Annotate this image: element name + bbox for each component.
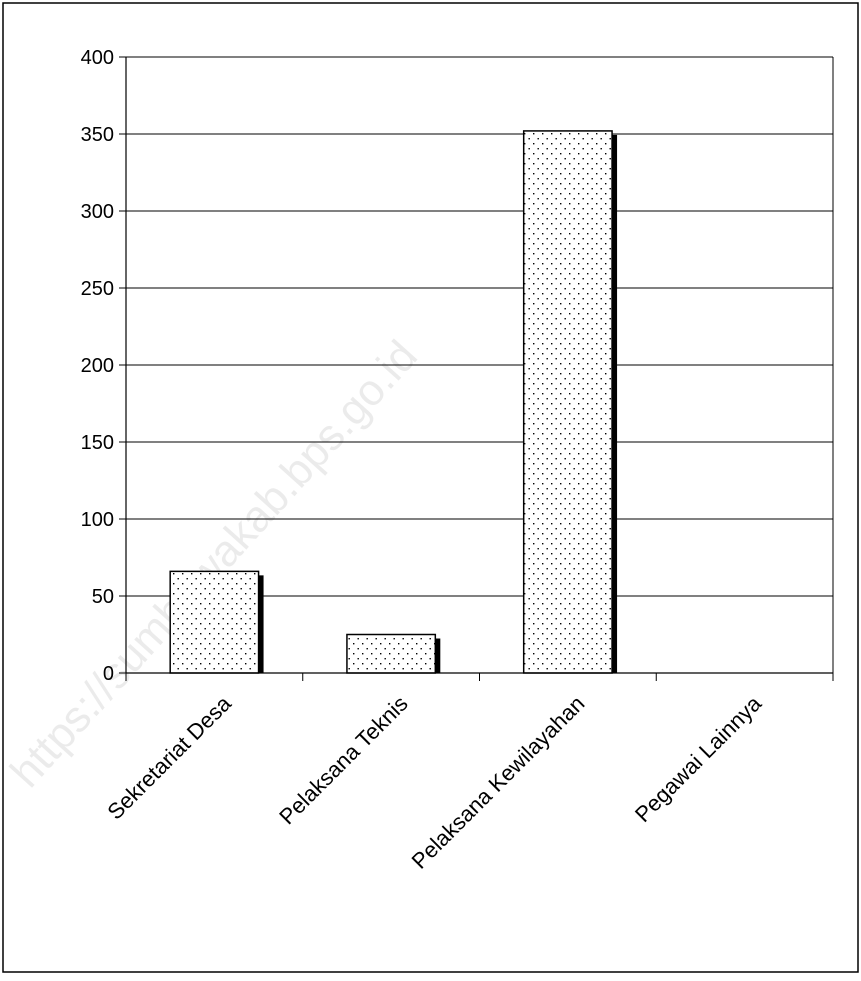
x-category-label: Sekretariat Desa — [102, 690, 236, 824]
y-tick-label: 250 — [81, 278, 114, 300]
bar — [169, 570, 260, 674]
y-tick-label: 200 — [81, 355, 114, 377]
y-tick-label: 150 — [81, 432, 114, 454]
bar — [522, 130, 613, 674]
bar — [346, 633, 437, 674]
x-category-label: Pelaksana Teknis — [274, 691, 412, 829]
y-tick-label: 300 — [81, 201, 114, 223]
y-tick-label: 100 — [81, 509, 114, 531]
y-tick-label: 400 — [81, 47, 114, 69]
x-category-label: Pelaksana Kewilayahan — [407, 691, 590, 874]
y-tick-label: 350 — [81, 124, 114, 146]
x-category-label: Pegawai Lainnya — [630, 690, 767, 827]
y-tick-label: 0 — [103, 663, 114, 685]
y-tick-label: 50 — [92, 586, 114, 608]
